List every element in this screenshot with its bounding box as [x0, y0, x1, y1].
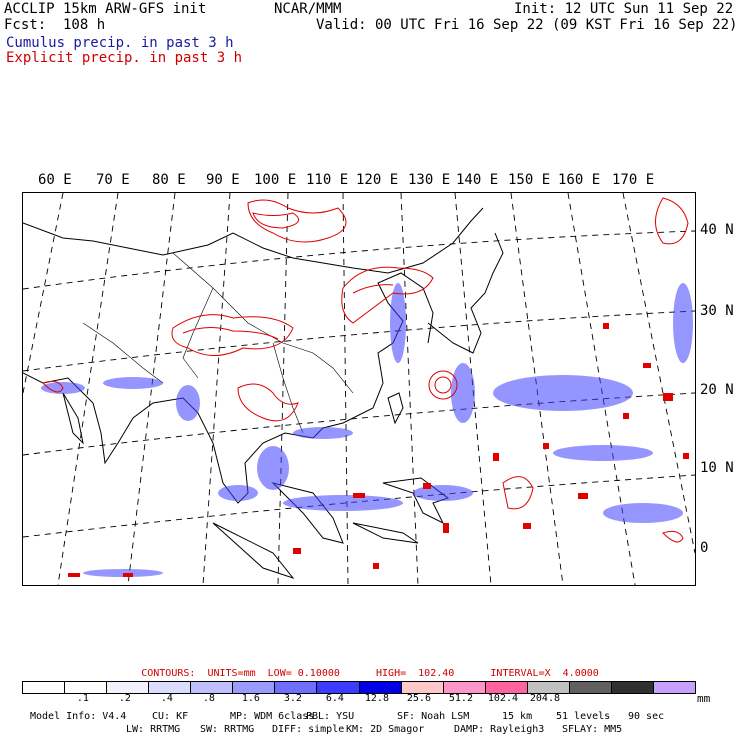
lat-label: 30 N	[700, 303, 734, 319]
lat-label: 20 N	[700, 382, 734, 398]
colorbar-segment	[611, 682, 654, 693]
model-info-item: 51 levels	[556, 711, 611, 722]
precip-map	[22, 192, 696, 586]
model-info-item: PBL: YSU	[306, 711, 355, 722]
model-info-item: SFLAY: MM5	[562, 724, 623, 735]
model-info-item: KM: 2D Smagor	[346, 724, 425, 735]
center-label: NCAR/MMM	[274, 1, 342, 17]
lon-label: 120 E	[356, 172, 399, 188]
model-info-item: CU: KF	[152, 711, 189, 722]
colorbar-segment	[527, 682, 570, 693]
lon-label: 150 E	[508, 172, 551, 188]
colorbar-tick-label: 25.6	[406, 693, 431, 704]
legend-cumulus: Cumulus precip. in past 3 h	[6, 35, 234, 51]
model-title: ACCLIP 15km ARW-GFS init	[4, 1, 207, 17]
colorbar-tick-label: 102.4	[487, 693, 518, 704]
colorbar-tick-label: .1	[76, 693, 89, 704]
colorbar-segment	[653, 682, 695, 693]
colorbar	[22, 681, 696, 694]
model-info-item: DIFF: simple	[272, 724, 345, 735]
lat-label: 0	[700, 540, 709, 556]
map-canvas	[23, 193, 695, 585]
colorbar-tick-label: 204.8	[529, 693, 560, 704]
colorbar-segment	[401, 682, 444, 693]
colorbar-segment	[485, 682, 528, 693]
colorbar-segment	[23, 682, 66, 693]
cumulus-precip	[41, 283, 693, 577]
valid-time: Valid: 00 UTC Fri 16 Sep 22 (09 KST Fri …	[316, 17, 738, 33]
lon-label: 160 E	[558, 172, 601, 188]
colorbar-segment	[443, 682, 486, 693]
colorbar-segment	[359, 682, 402, 693]
colorbar-segment	[317, 682, 360, 693]
model-info-item: 90 sec	[628, 711, 665, 722]
model-info-item: SF: Noah LSM	[397, 711, 470, 722]
colorbar-segment	[233, 682, 276, 693]
model-info-item: DAMP: Rayleigh3	[454, 724, 545, 735]
colorbar-tick-label: 51.2	[448, 693, 473, 704]
colorbar-tick-label: 1.6	[241, 693, 260, 704]
colorbar-segment	[191, 682, 234, 693]
lon-label: 110 E	[306, 172, 349, 188]
contour-info: CONTOURS: UNITS=mm LOW= 0.10000 HIGH= 10…	[141, 668, 599, 679]
explicit-precip	[42, 197, 689, 543]
country-borders	[82, 252, 354, 434]
colorbar-tick-label: 12.8	[364, 693, 389, 704]
colorbar-tick-label: .2	[118, 693, 131, 704]
model-info-item: SW: RRTMG	[200, 724, 255, 735]
colorbar-tick-label: .8	[202, 693, 215, 704]
lon-label: 100 E	[254, 172, 297, 188]
colorbar-tick-label: 6.4	[325, 693, 344, 704]
colorbar-segment	[65, 682, 108, 693]
lon-label: 70 E	[96, 172, 130, 188]
lon-label: 170 E	[612, 172, 655, 188]
explicit-precip-cells	[68, 323, 689, 577]
colorbar-segment	[107, 682, 150, 693]
lon-label: 90 E	[206, 172, 240, 188]
colorbar-segment	[149, 682, 192, 693]
coastlines	[23, 207, 504, 580]
model-info-item: 15 km	[502, 711, 533, 722]
lon-label: 80 E	[152, 172, 186, 188]
model-info-item: MP: WDM 6class	[230, 711, 315, 722]
colorbar-tick-label: .4	[160, 693, 173, 704]
colorbar-tick-label: 3.2	[283, 693, 302, 704]
model-info-item: Model Info: V4.4	[30, 711, 127, 722]
lon-label: 140 E	[456, 172, 499, 188]
lat-label: 10 N	[700, 460, 734, 476]
init-time: Init: 12 UTC Sun 11 Sep 22	[514, 1, 734, 17]
colorbar-segment	[569, 682, 612, 693]
lon-label: 60 E	[38, 172, 72, 188]
legend-explicit: Explicit precip. in past 3 h	[6, 50, 243, 66]
colorbar-unit: mm	[697, 692, 711, 705]
lat-label: 40 N	[700, 222, 734, 238]
lon-label: 130 E	[408, 172, 451, 188]
model-info-item: LW: RRTMG	[126, 724, 181, 735]
colorbar-segment	[275, 682, 318, 693]
forecast-hour: Fcst: 108 h	[4, 17, 106, 33]
